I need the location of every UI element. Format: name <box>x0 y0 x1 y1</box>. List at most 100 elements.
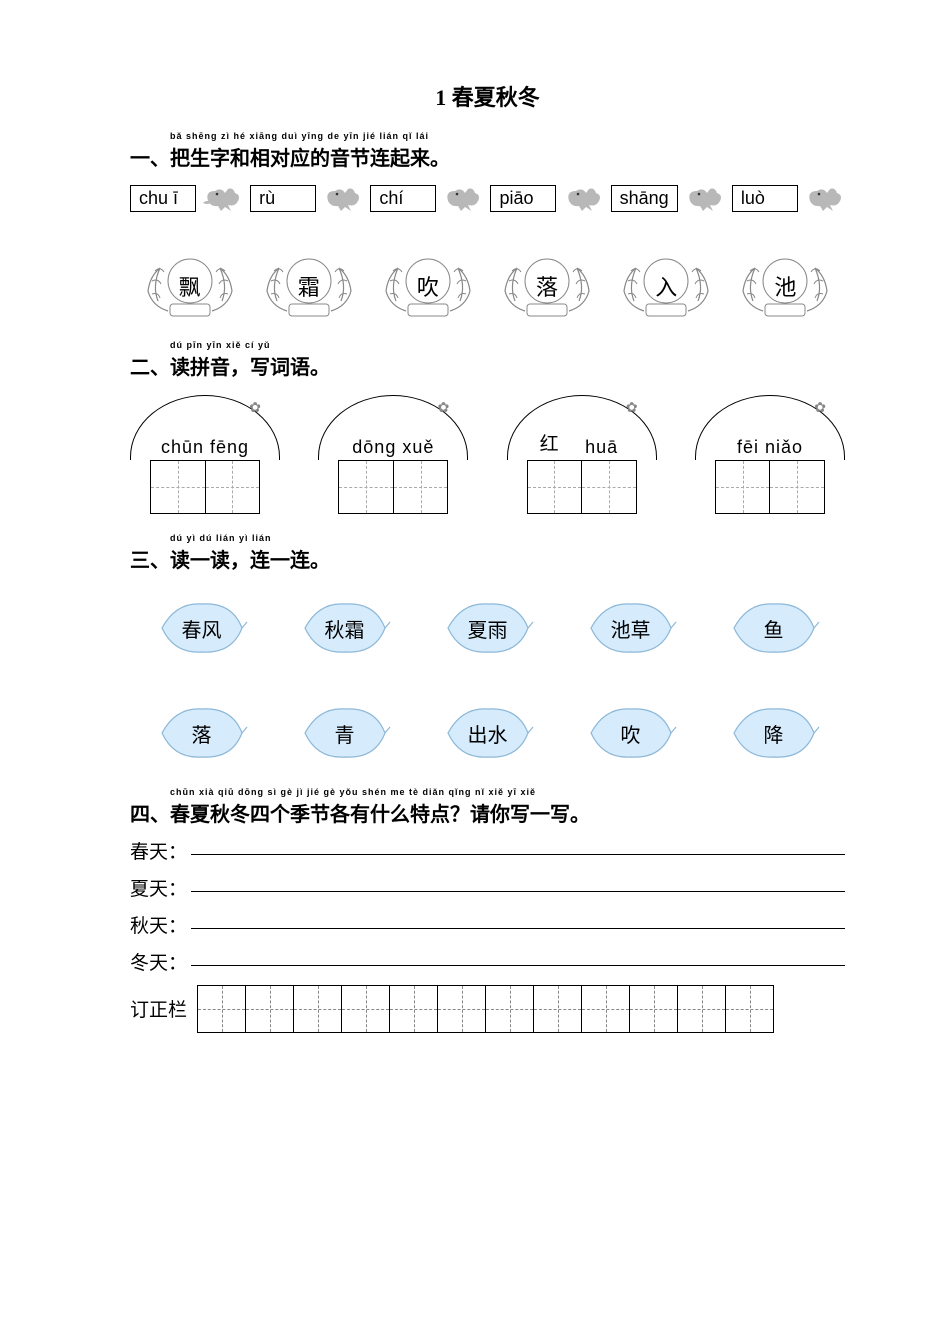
correction-cell[interactable] <box>582 986 630 1032</box>
section4-heading-text: 四、春夏秋冬四个季节各有什么特点？请你写一写。 <box>130 804 590 826</box>
flower-icon: ✿ <box>626 400 638 417</box>
leaf-text: 落 <box>192 719 212 748</box>
char-cell[interactable] <box>206 461 260 513</box>
mushroom-row: ✿ chūn fēng ✿ dōng xuě ✿ huā 红 <box>130 395 845 514</box>
pinyin-box: chí <box>370 185 436 212</box>
bird-icon <box>203 181 243 216</box>
correction-cell[interactable] <box>246 986 294 1032</box>
correction-cell[interactable] <box>198 986 246 1032</box>
mushroom-cap: ✿ dōng xuě <box>318 395 468 460</box>
leaf-item: 吹 <box>585 703 677 763</box>
wreath-char: 池 <box>774 270 796 302</box>
leaf-item: 降 <box>728 703 820 763</box>
wreath-char: 入 <box>655 270 677 302</box>
write-line-winter[interactable]: 冬天： <box>130 948 845 975</box>
wreath-item: 落 <box>497 246 597 326</box>
leaf-item: 春风 <box>156 598 248 658</box>
correction-cell[interactable] <box>534 986 582 1032</box>
section4-heading: chūn xià qiū dōng sì gè jì jié gè yǒu sh… <box>130 798 845 827</box>
mushroom-item: ✿ fēi niǎo <box>695 395 845 514</box>
page-title: 1 春夏秋冬 <box>130 80 845 112</box>
correction-label: 订正栏 <box>130 985 187 1022</box>
mushroom-item: ✿ chūn fēng <box>130 395 280 514</box>
leaf-text: 出水 <box>468 719 508 748</box>
char-cell[interactable] <box>528 461 583 513</box>
worksheet-page: 1 春夏秋冬 bǎ shēng zì hé xiāng duì yīng de … <box>0 0 945 1093</box>
leaf-item: 池草 <box>585 598 677 658</box>
leaf-text: 吹 <box>621 719 641 748</box>
bird-icon <box>443 181 483 216</box>
section3-ruby: dú yì dú lián yì lián <box>170 533 272 543</box>
flower-icon: ✿ <box>249 400 261 417</box>
wreath-char: 飘 <box>179 270 201 302</box>
correction-cell[interactable] <box>342 986 390 1032</box>
char-write-boxes[interactable] <box>150 460 260 514</box>
write-line-spring[interactable]: 春天： <box>130 837 845 864</box>
pinyin-box: piāo <box>490 185 556 212</box>
leaf-item: 鱼 <box>728 598 820 658</box>
mushroom-cap: ✿ huā 红 <box>507 395 657 460</box>
wreath-item: 吹 <box>378 246 478 326</box>
mushroom-pinyin: dōng xuě <box>352 437 434 458</box>
write-underline[interactable] <box>191 928 845 929</box>
season-label: 冬天： <box>130 948 187 975</box>
leaf-item: 夏雨 <box>442 598 534 658</box>
pinyin-box: luò <box>732 185 798 212</box>
write-underline[interactable] <box>191 891 845 892</box>
char-cell[interactable] <box>770 461 824 513</box>
leaf-row-bottom: 落 青 出水 吹 降 <box>130 703 845 763</box>
mushroom-cap: ✿ fēi niǎo <box>695 395 845 460</box>
flower-icon: ✿ <box>814 400 826 417</box>
section3-heading-text: 三、读一读，连一连。 <box>130 550 330 572</box>
section3-heading: dú yì dú lián yì lián 三、读一读，连一连。 <box>130 544 845 573</box>
leaf-text: 秋霜 <box>325 614 365 643</box>
wreath-item: 池 <box>735 246 835 326</box>
pinyin-bird-row: chu ī rù chí piāo shāng luò <box>130 181 845 216</box>
pinyin-box: chu ī <box>130 185 196 212</box>
char-cell[interactable] <box>394 461 448 513</box>
char-cell[interactable] <box>339 461 394 513</box>
wreath-char: 霜 <box>298 270 320 302</box>
mushroom-item: ✿ dōng xuě <box>318 395 468 514</box>
char-write-boxes[interactable] <box>715 460 825 514</box>
char-cell[interactable] <box>582 461 636 513</box>
correction-row: 订正栏 <box>130 985 845 1033</box>
season-label: 春天： <box>130 837 187 864</box>
char-write-boxes[interactable] <box>527 460 637 514</box>
correction-cell[interactable] <box>294 986 342 1032</box>
section1-heading-text: 一、把生字和相对应的音节连起来。 <box>130 148 450 170</box>
wreath-char: 落 <box>536 270 558 302</box>
correction-cell[interactable] <box>678 986 726 1032</box>
wreath-char: 吹 <box>417 270 439 302</box>
pinyin-box: shāng <box>611 185 678 212</box>
correction-cell[interactable] <box>726 986 773 1032</box>
leaf-text: 夏雨 <box>468 614 508 643</box>
mushroom-cap: ✿ chūn fēng <box>130 395 280 460</box>
correction-cell[interactable] <box>630 986 678 1032</box>
section2-heading: dú pīn yīn xiě cí yǔ 二、读拼音，写词语。 <box>130 351 845 380</box>
correction-grid[interactable] <box>197 985 774 1033</box>
leaf-item: 落 <box>156 703 248 763</box>
char-cell[interactable] <box>151 461 206 513</box>
char-write-boxes[interactable] <box>338 460 448 514</box>
leaf-text: 青 <box>335 719 355 748</box>
leaf-text: 降 <box>764 719 784 748</box>
write-underline[interactable] <box>191 854 845 855</box>
correction-cell[interactable] <box>438 986 486 1032</box>
char-cell[interactable] <box>716 461 771 513</box>
wreath-row: 飘 霜 吹 <box>130 246 845 326</box>
correction-cell[interactable] <box>390 986 438 1032</box>
write-underline[interactable] <box>191 965 845 966</box>
leaf-item: 青 <box>299 703 391 763</box>
write-line-autumn[interactable]: 秋天： <box>130 911 845 938</box>
mushroom-item: ✿ huā 红 <box>507 395 657 514</box>
write-line-summer[interactable]: 夏天： <box>130 874 845 901</box>
wreath-item: 霜 <box>259 246 359 326</box>
flower-icon: ✿ <box>438 400 450 417</box>
leaf-text: 春风 <box>182 614 222 643</box>
correction-cell[interactable] <box>486 986 534 1032</box>
bird-icon <box>685 181 725 216</box>
section1-heading: bǎ shēng zì hé xiāng duì yīng de yīn jié… <box>130 142 845 171</box>
wreath-item: 飘 <box>140 246 240 326</box>
mushroom-pinyin: chūn fēng <box>161 437 249 458</box>
